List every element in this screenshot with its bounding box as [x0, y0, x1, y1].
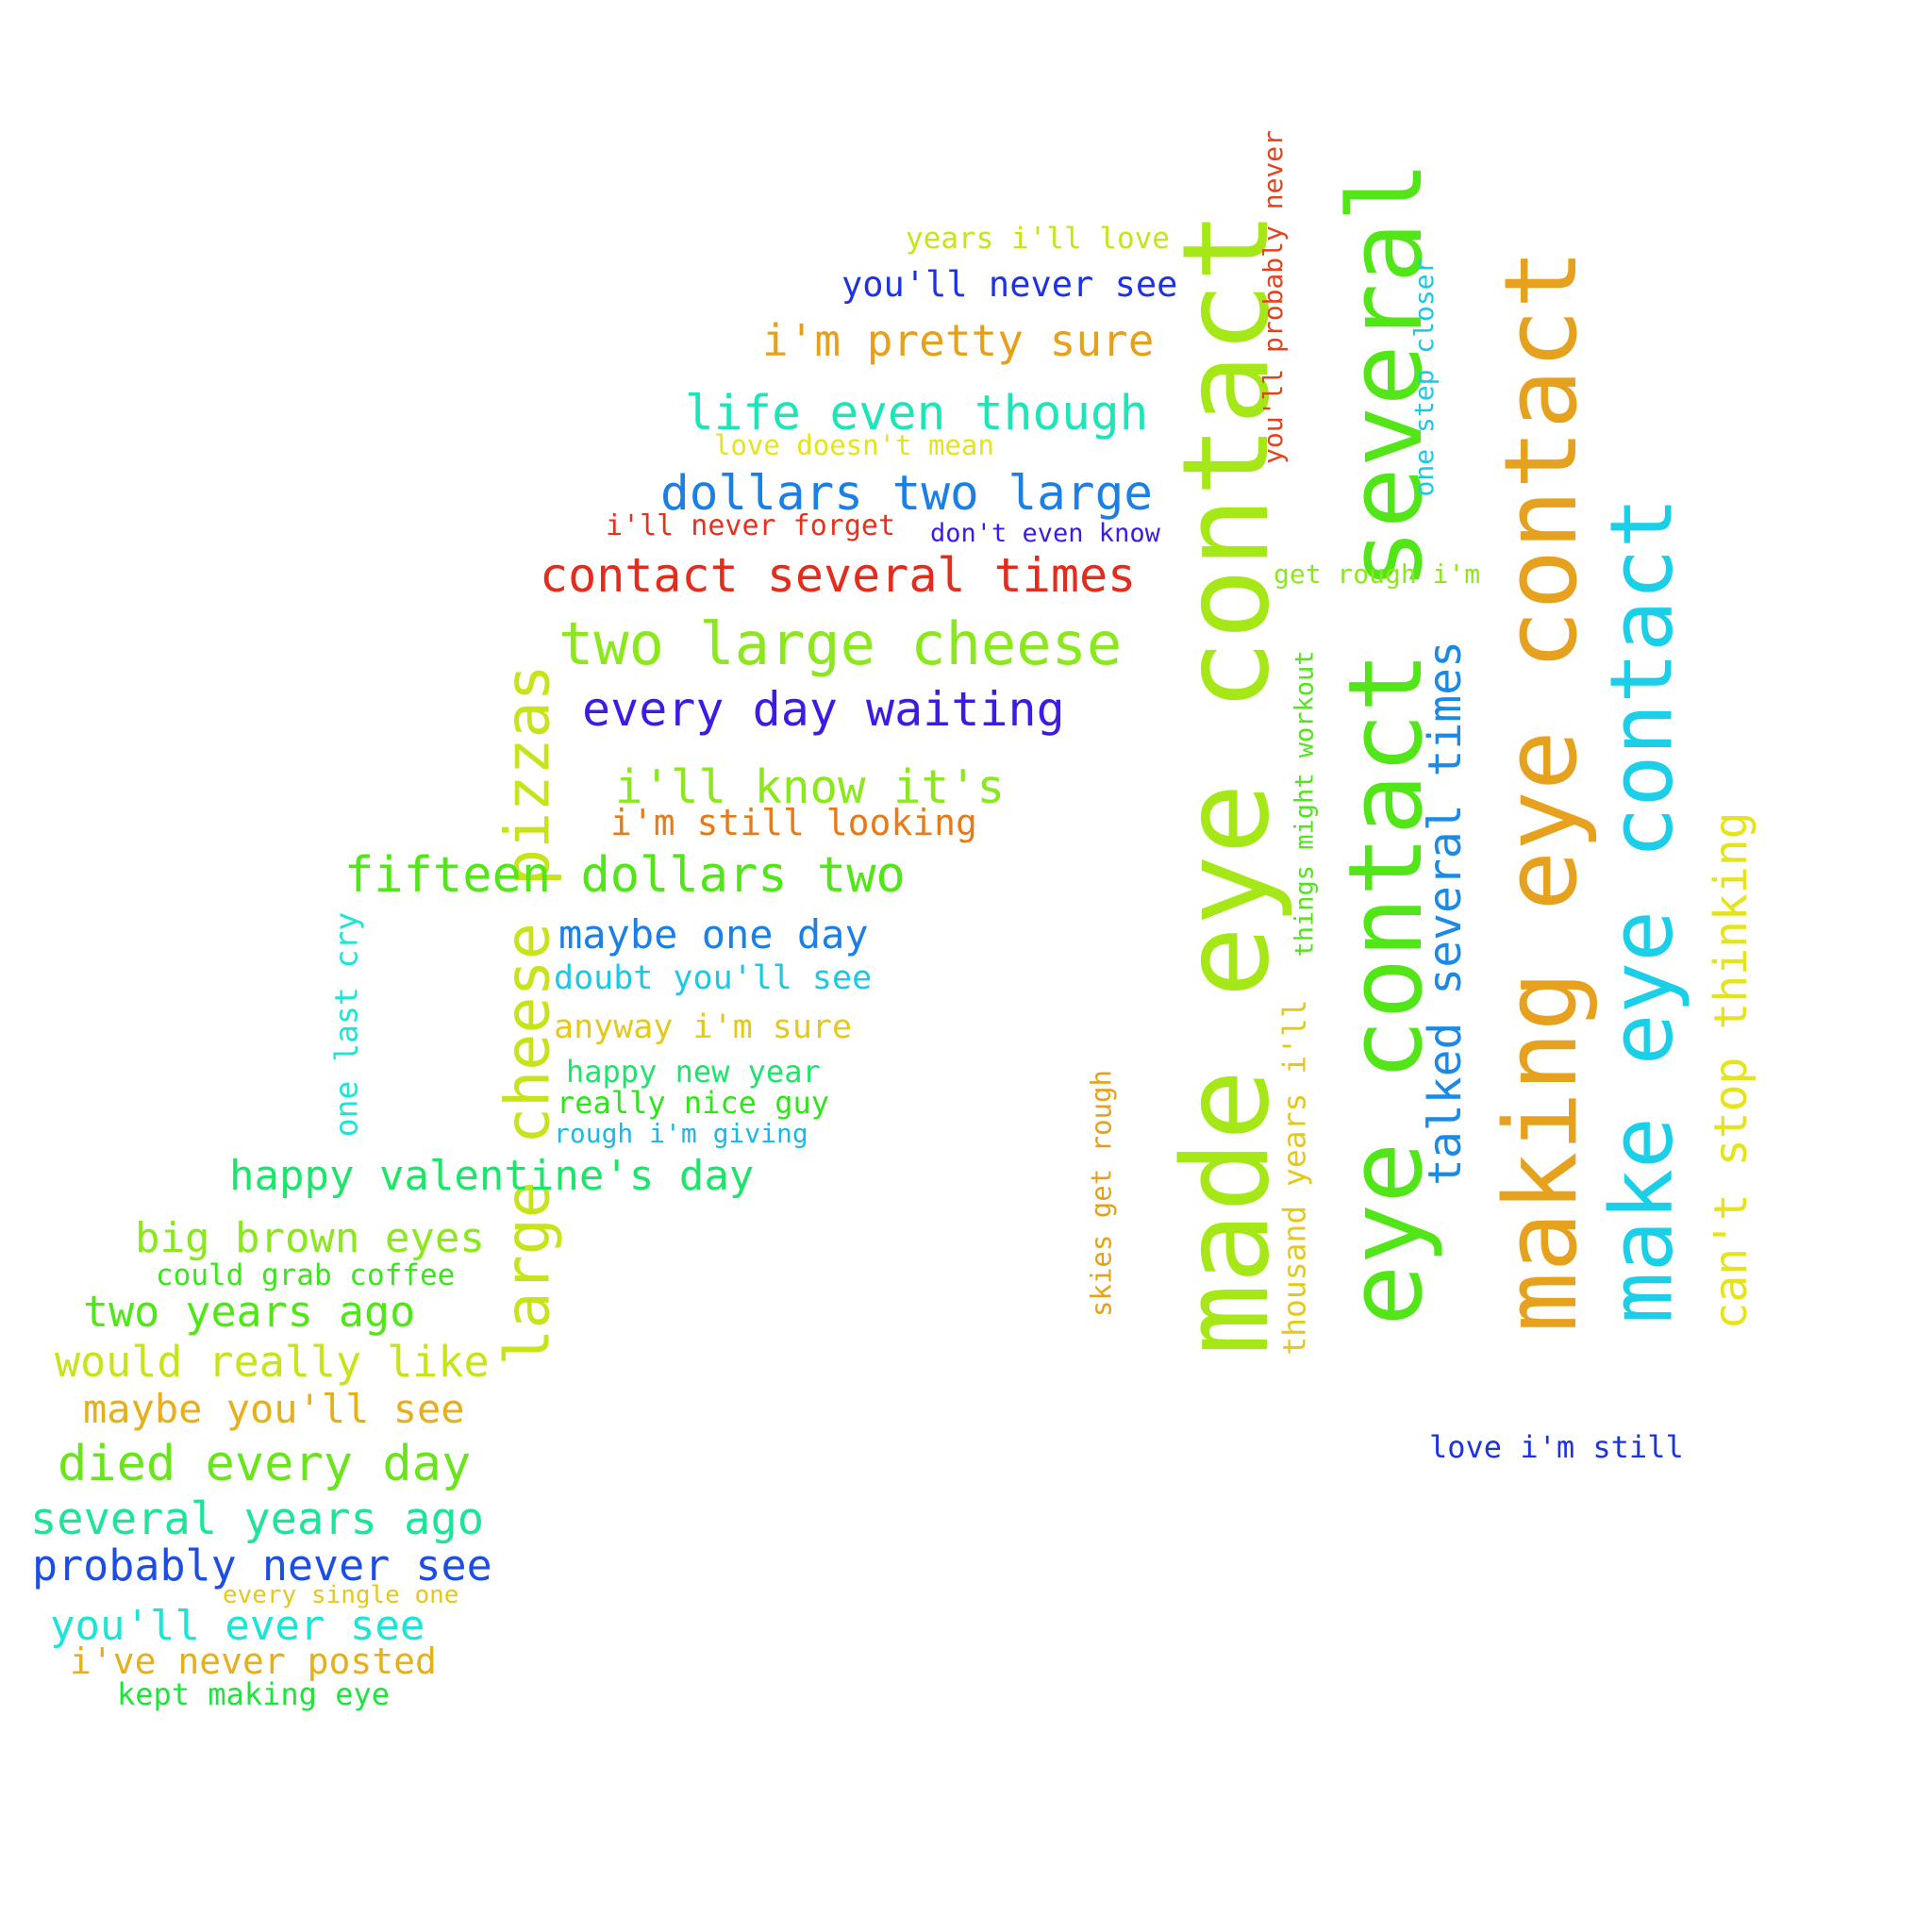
phrase-one-last-cry: one last cry [327, 911, 365, 1138]
phrase-maybe-one-day: maybe one day [558, 911, 869, 958]
phrase-kept-making-eye: kept making eye [117, 1676, 390, 1712]
phrase-two-large-cheese: two large cheese [558, 609, 1123, 678]
phrase-dollars-two-large: dollars two large [660, 466, 1153, 522]
phrase-doubt-you-ll-see: doubt you'll see [554, 959, 873, 997]
phrase-don-t-even-know: don't even know [930, 519, 1160, 548]
phrase-rough-i-m-giving: rough i'm giving [554, 1118, 808, 1149]
phrase-make-eye-contact: make eye contact [1592, 496, 1692, 1324]
phrase-you-ll-ever-see: you'll ever see [50, 1602, 425, 1650]
phrase-life-even-though: life even though [685, 386, 1149, 441]
phrase-talked-several-times: talked several times [1419, 641, 1472, 1186]
phrase-every-single-one: every single one [223, 1581, 459, 1609]
phrase-anyway-i-m-sure: anyway i'm sure [554, 1008, 853, 1046]
phrase-would-really-like: would really like [55, 1337, 490, 1387]
phrase-you-ll-never-see: you'll never see [841, 264, 1178, 305]
phrase-get-rough-i-m: get rough i'm [1274, 558, 1481, 590]
phrase-contact-several-times: contact several times [540, 548, 1137, 603]
phrase-probably-never-see: probably never see [32, 1541, 492, 1591]
phrase-large-cheese-pizzas: large cheese pizzas [492, 664, 564, 1366]
phrase-i-m-pretty-sure: i'm pretty sure [762, 315, 1155, 366]
phrase-love-i-m-still: love i'm still [1429, 1429, 1684, 1465]
phrase-several-years-ago: several years ago [30, 1493, 485, 1545]
phrase-happy-new-year: happy new year [566, 1054, 821, 1090]
phrase-one-step-closer: one step closer [1408, 258, 1440, 497]
phrase-i-ve-never-posted: i've never posted [70, 1641, 437, 1682]
phrase-skies-get-rough: skies get rough [1085, 1070, 1118, 1317]
phrase-could-grab-coffee: could grab coffee [156, 1258, 456, 1292]
phrase-i-ll-know-it-s: i'll know it's [615, 760, 1006, 814]
phrase-i-ll-never-forget: i'll never forget [606, 509, 896, 542]
phrase-you-ll-probably-never: you'll probably never [1257, 129, 1289, 465]
phrase-really-nice-guy: really nice guy [557, 1085, 829, 1121]
phrase-can-t-stop-thinking: can't stop thinking [1705, 811, 1757, 1330]
phrase-making-eye-contact: making eye contact [1483, 248, 1599, 1333]
phrase-thousand-years-i-ll: thousand years i'll [1275, 999, 1313, 1356]
phrase-died-every-day: died every day [58, 1436, 472, 1492]
phrase-two-years-ago: two years ago [83, 1287, 416, 1337]
phrase-big-brown-eyes: big brown eyes [135, 1214, 485, 1262]
phrase-i-m-still-looking: i'm still looking [610, 802, 977, 843]
phrase-years-i-ll-love: years i'll love [906, 222, 1170, 256]
phrase-love-doesn-t-mean: love doesn't mean [714, 429, 994, 461]
phrase-happy-valentine-s-day: happy valentine's day [229, 1152, 755, 1200]
phrase-maybe-you-ll-see: maybe you'll see [83, 1386, 465, 1432]
phrase-things-might-workout: things might workout [1290, 650, 1320, 958]
phrase-every-day-waiting: every day waiting [582, 682, 1065, 737]
phrase-fifteen-dollars-two: fifteen dollars two [344, 847, 906, 904]
